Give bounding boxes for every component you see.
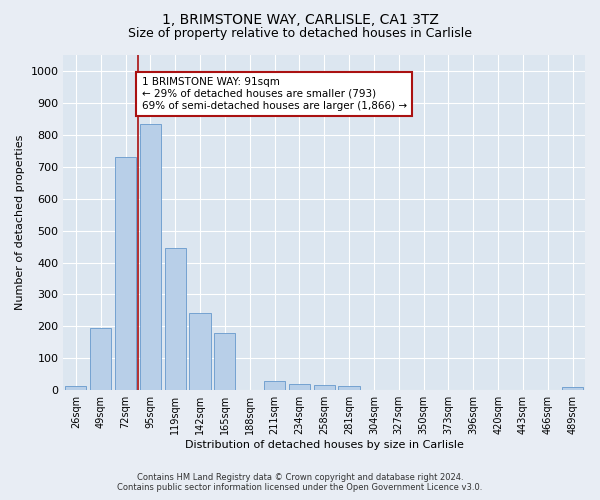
Text: Size of property relative to detached houses in Carlisle: Size of property relative to detached ho… xyxy=(128,28,472,40)
Bar xyxy=(338,386,359,390)
Bar xyxy=(264,380,285,390)
Bar xyxy=(115,157,136,390)
Y-axis label: Number of detached properties: Number of detached properties xyxy=(15,135,25,310)
Bar xyxy=(289,384,310,390)
Bar xyxy=(164,248,186,390)
X-axis label: Distribution of detached houses by size in Carlisle: Distribution of detached houses by size … xyxy=(185,440,464,450)
Bar xyxy=(65,386,86,390)
Bar xyxy=(562,387,583,390)
Text: 1, BRIMSTONE WAY, CARLISLE, CA1 3TZ: 1, BRIMSTONE WAY, CARLISLE, CA1 3TZ xyxy=(161,12,439,26)
Text: 1 BRIMSTONE WAY: 91sqm
← 29% of detached houses are smaller (793)
69% of semi-de: 1 BRIMSTONE WAY: 91sqm ← 29% of detached… xyxy=(142,78,407,110)
Bar xyxy=(314,386,335,390)
Bar xyxy=(190,313,211,390)
Bar xyxy=(140,124,161,390)
Text: Contains HM Land Registry data © Crown copyright and database right 2024.
Contai: Contains HM Land Registry data © Crown c… xyxy=(118,473,482,492)
Bar xyxy=(214,334,235,390)
Bar xyxy=(90,328,111,390)
